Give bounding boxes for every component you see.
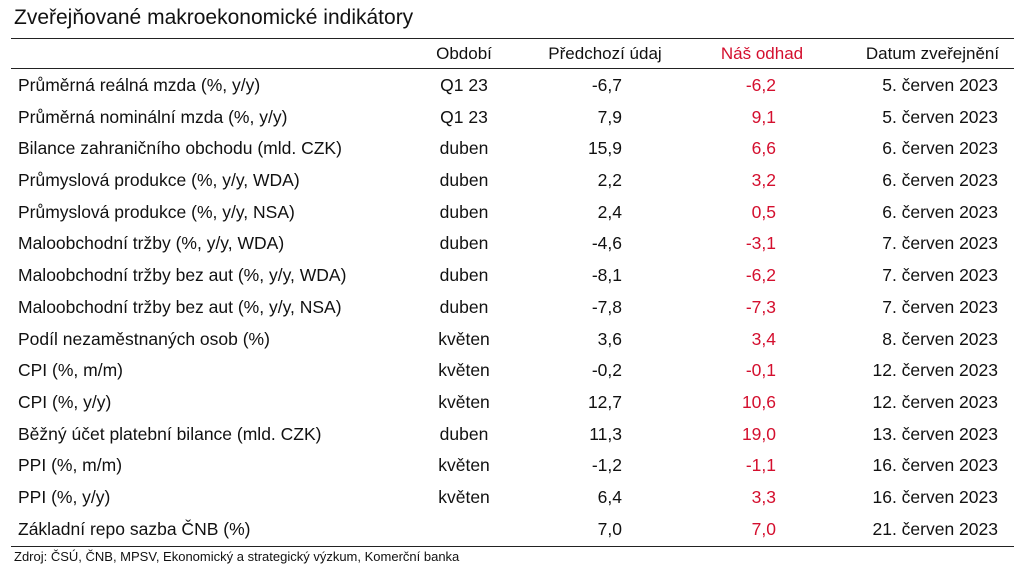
previous-value-cell: 2,4 bbox=[597, 201, 622, 222]
indicator-name: Maloobchodní tržby (%, y/y, WDA) bbox=[18, 233, 285, 254]
release-date-cell: 5. červen 2023 bbox=[882, 106, 998, 127]
table-row: Maloobchodní tržby bez aut (%, y/y, NSA)… bbox=[0, 290, 1024, 322]
period-cell: květen bbox=[438, 391, 490, 412]
period-cell: duben bbox=[439, 265, 489, 286]
indicator-name: Průmyslová produkce (%, y/y, WDA) bbox=[18, 170, 300, 191]
estimate-value-cell: 7,0 bbox=[751, 518, 776, 539]
estimate-value-cell: 0,5 bbox=[751, 201, 776, 222]
release-date-cell: 7. červen 2023 bbox=[882, 265, 998, 286]
table-row: Základní repo sazba ČNB (%) 7,0 7,0 21. čer… bbox=[0, 512, 1024, 544]
period-cell: duben bbox=[439, 138, 489, 159]
header-previous: Předchozí údaj bbox=[548, 44, 662, 63]
release-date-cell: 12. červen 2023 bbox=[872, 360, 998, 381]
estimate-value-cell: 3,2 bbox=[751, 170, 776, 191]
indicator-name: CPI (%, m/m) bbox=[18, 360, 123, 381]
table-row: PPI (%, y/y) květen 6,4 3,3 16. červen 2023 bbox=[0, 480, 1024, 512]
indicator-name: Průměrná reálná mzda (%, y/y) bbox=[18, 75, 261, 95]
previous-value-cell: -0,2 bbox=[591, 360, 622, 381]
table-row: PPI (%, m/m) květen -1,2 -1,1 16. červen 202… bbox=[0, 448, 1024, 480]
indicator-name: Maloobchodní tržby bez aut (%, y/y, WDA) bbox=[18, 265, 347, 286]
table-row: Průměrná nominální mzda (%, y/y) Q1 23 7,9… bbox=[0, 100, 1024, 132]
indicator-name: Běžný účet platební bilance (mld. CZK) bbox=[18, 423, 322, 444]
period-cell: květen bbox=[438, 328, 490, 349]
top-rule bbox=[11, 38, 1014, 39]
estimate-value-cell: -6,2 bbox=[745, 75, 776, 95]
table-row: Maloobchodní tržby (%, y/y, WDA) duben -4,… bbox=[0, 226, 1024, 258]
period-cell: květen bbox=[438, 360, 490, 381]
period-cell: duben bbox=[439, 423, 489, 444]
release-date-cell: 6. červen 2023 bbox=[882, 201, 998, 222]
source-note: Zdroj: ČSÚ, ČNB, MPSV, Ekonomický a stra… bbox=[14, 549, 460, 564]
header-rule bbox=[11, 68, 1014, 69]
table-title: Zveřejňované makroekonomické indikátory bbox=[14, 6, 414, 29]
estimate-value-cell: -3,1 bbox=[745, 233, 776, 254]
indicator-name: Průměrná nominální mzda (%, y/y) bbox=[18, 106, 288, 127]
indicator-table-body: Průměrná reálná mzda (%, y/y) Q1 23 -6,7 -6… bbox=[0, 68, 1024, 543]
estimate-value-cell: -0,1 bbox=[745, 360, 776, 381]
previous-value-cell: 2,2 bbox=[597, 170, 622, 191]
release-date-cell: 7. červen 2023 bbox=[882, 233, 998, 254]
release-date-cell: 13. červen 2023 bbox=[872, 423, 998, 444]
period-cell: duben bbox=[439, 296, 489, 317]
estimate-value-cell: -7,3 bbox=[745, 296, 776, 317]
estimate-value-cell: 10,6 bbox=[741, 391, 776, 412]
indicator-name: PPI (%, y/y) bbox=[18, 486, 111, 507]
period-cell: Q1 23 bbox=[440, 106, 488, 127]
header-estimate: Náš odhad bbox=[720, 44, 804, 63]
estimate-value-cell: 19,0 bbox=[741, 423, 776, 444]
estimate-value-cell: -1,1 bbox=[745, 455, 776, 476]
estimate-value-cell: -6,2 bbox=[745, 265, 776, 286]
release-date-cell: 8. červen 2023 bbox=[882, 328, 998, 349]
previous-value-cell: -7,8 bbox=[591, 296, 622, 317]
previous-value-cell: 7,0 bbox=[597, 518, 622, 539]
indicator-name: Maloobchodní tržby bez aut (%, y/y, NSA) bbox=[18, 296, 342, 317]
release-date-cell: 5. červen 2023 bbox=[882, 75, 998, 95]
estimate-value-cell: 3,4 bbox=[751, 328, 776, 349]
table-row: Podíl nezaměstnaných osob (%) květen 3,6 3,… bbox=[0, 322, 1024, 354]
previous-value-cell: 7,9 bbox=[597, 106, 622, 127]
release-date-cell: 7. červen 2023 bbox=[882, 296, 998, 317]
release-date-cell: 6. červen 2023 bbox=[882, 138, 998, 159]
table-row: Průmyslová produkce (%, y/y, NSA) duben 2,… bbox=[0, 195, 1024, 227]
period-cell: květen bbox=[438, 486, 490, 507]
indicator-name: Základní repo sazba ČNB (%) bbox=[18, 518, 251, 539]
header-date: Datum zveřejnění bbox=[865, 44, 1000, 63]
release-date-cell: 16. červen 2023 bbox=[872, 486, 998, 507]
previous-value-cell: -1,2 bbox=[591, 455, 622, 476]
header-period: Období bbox=[436, 44, 492, 63]
table-row: Běžný účet platební bilance (mld. CZK) du… bbox=[0, 417, 1024, 449]
indicator-name: Průmyslová produkce (%, y/y, NSA) bbox=[18, 201, 295, 222]
period-cell: Q1 23 bbox=[440, 75, 488, 95]
previous-value-cell: -4,6 bbox=[591, 233, 622, 254]
table-row: CPI (%, y/y) květen 12,7 10,6 12. červen 202… bbox=[0, 385, 1024, 417]
release-date-cell: 6. červen 2023 bbox=[882, 170, 998, 191]
previous-value-cell: 3,6 bbox=[597, 328, 622, 349]
table-row: Průmyslová produkce (%, y/y, WDA) duben 2,… bbox=[0, 163, 1024, 195]
previous-value-cell: 15,9 bbox=[587, 138, 622, 159]
previous-value-cell: -8,1 bbox=[591, 265, 622, 286]
previous-value-cell: 12,7 bbox=[587, 391, 622, 412]
period-cell: duben bbox=[439, 170, 489, 191]
previous-value-cell: 6,4 bbox=[597, 486, 622, 507]
table-row: Maloobchodní tržby bez aut (%, y/y, WDA)… bbox=[0, 258, 1024, 290]
release-date-cell: 16. červen 2023 bbox=[872, 455, 998, 476]
estimate-value-cell: 3,3 bbox=[751, 486, 776, 507]
estimate-value-cell: 9,1 bbox=[751, 106, 776, 127]
period-cell: květen bbox=[438, 455, 490, 476]
indicator-name: CPI (%, y/y) bbox=[18, 391, 112, 412]
bottom-rule bbox=[11, 546, 1014, 547]
release-date-cell: 12. červen 2023 bbox=[872, 391, 998, 412]
table-row: Průměrná reálná mzda (%, y/y) Q1 23 -6,7 -6… bbox=[0, 68, 1024, 100]
release-date-cell: 21. červen 2023 bbox=[872, 518, 998, 539]
indicator-name: PPI (%, m/m) bbox=[18, 455, 123, 476]
estimate-value-cell: 6,6 bbox=[751, 138, 776, 159]
table-row: Bilance zahraničního obchodu (mld. CZK) d… bbox=[0, 131, 1024, 163]
table-row: CPI (%, m/m) květen -0,2 -0,1 12. červen 202… bbox=[0, 353, 1024, 385]
period-cell: duben bbox=[439, 201, 489, 222]
previous-value-cell: 11,3 bbox=[589, 423, 622, 444]
indicator-name: Bilance zahraničního obchodu (mld. CZK) bbox=[18, 138, 342, 159]
period-cell: duben bbox=[439, 233, 489, 254]
indicator-name: Podíl nezaměstnaných osob (%) bbox=[18, 328, 270, 349]
previous-value-cell: -6,7 bbox=[591, 75, 622, 95]
